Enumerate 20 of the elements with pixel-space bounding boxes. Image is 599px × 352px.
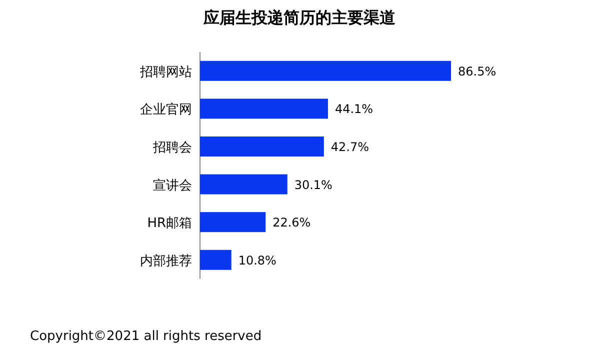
- data-label: 10.8%: [238, 253, 276, 268]
- y-tick-label: 企业官网: [140, 102, 192, 118]
- data-label: 30.1%: [294, 178, 332, 192]
- bar: [200, 212, 266, 232]
- bar: [200, 174, 288, 194]
- bar: [200, 136, 324, 156]
- bar: [200, 250, 232, 270]
- chart-title: 应届生投递简历的主要渠道: [202, 8, 396, 27]
- y-tick-label: 招聘网站: [139, 64, 192, 80]
- bar: [200, 98, 328, 119]
- y-tick-label: 招聘会: [152, 140, 192, 156]
- y-tick-label: 内部推荐: [140, 254, 192, 269]
- y-tick-label: HR邮箱: [147, 216, 192, 232]
- data-label: 42.7%: [330, 140, 370, 154]
- y-tick-label: 宣讲会: [153, 177, 192, 194]
- text: Copyright©2021 all rights reserved: [30, 329, 262, 344]
- data-label: 44.1%: [334, 102, 374, 116]
- bar: [200, 60, 451, 81]
- data-label: 86.5%: [458, 64, 496, 78]
- data-label: 22.6%: [272, 216, 311, 230]
